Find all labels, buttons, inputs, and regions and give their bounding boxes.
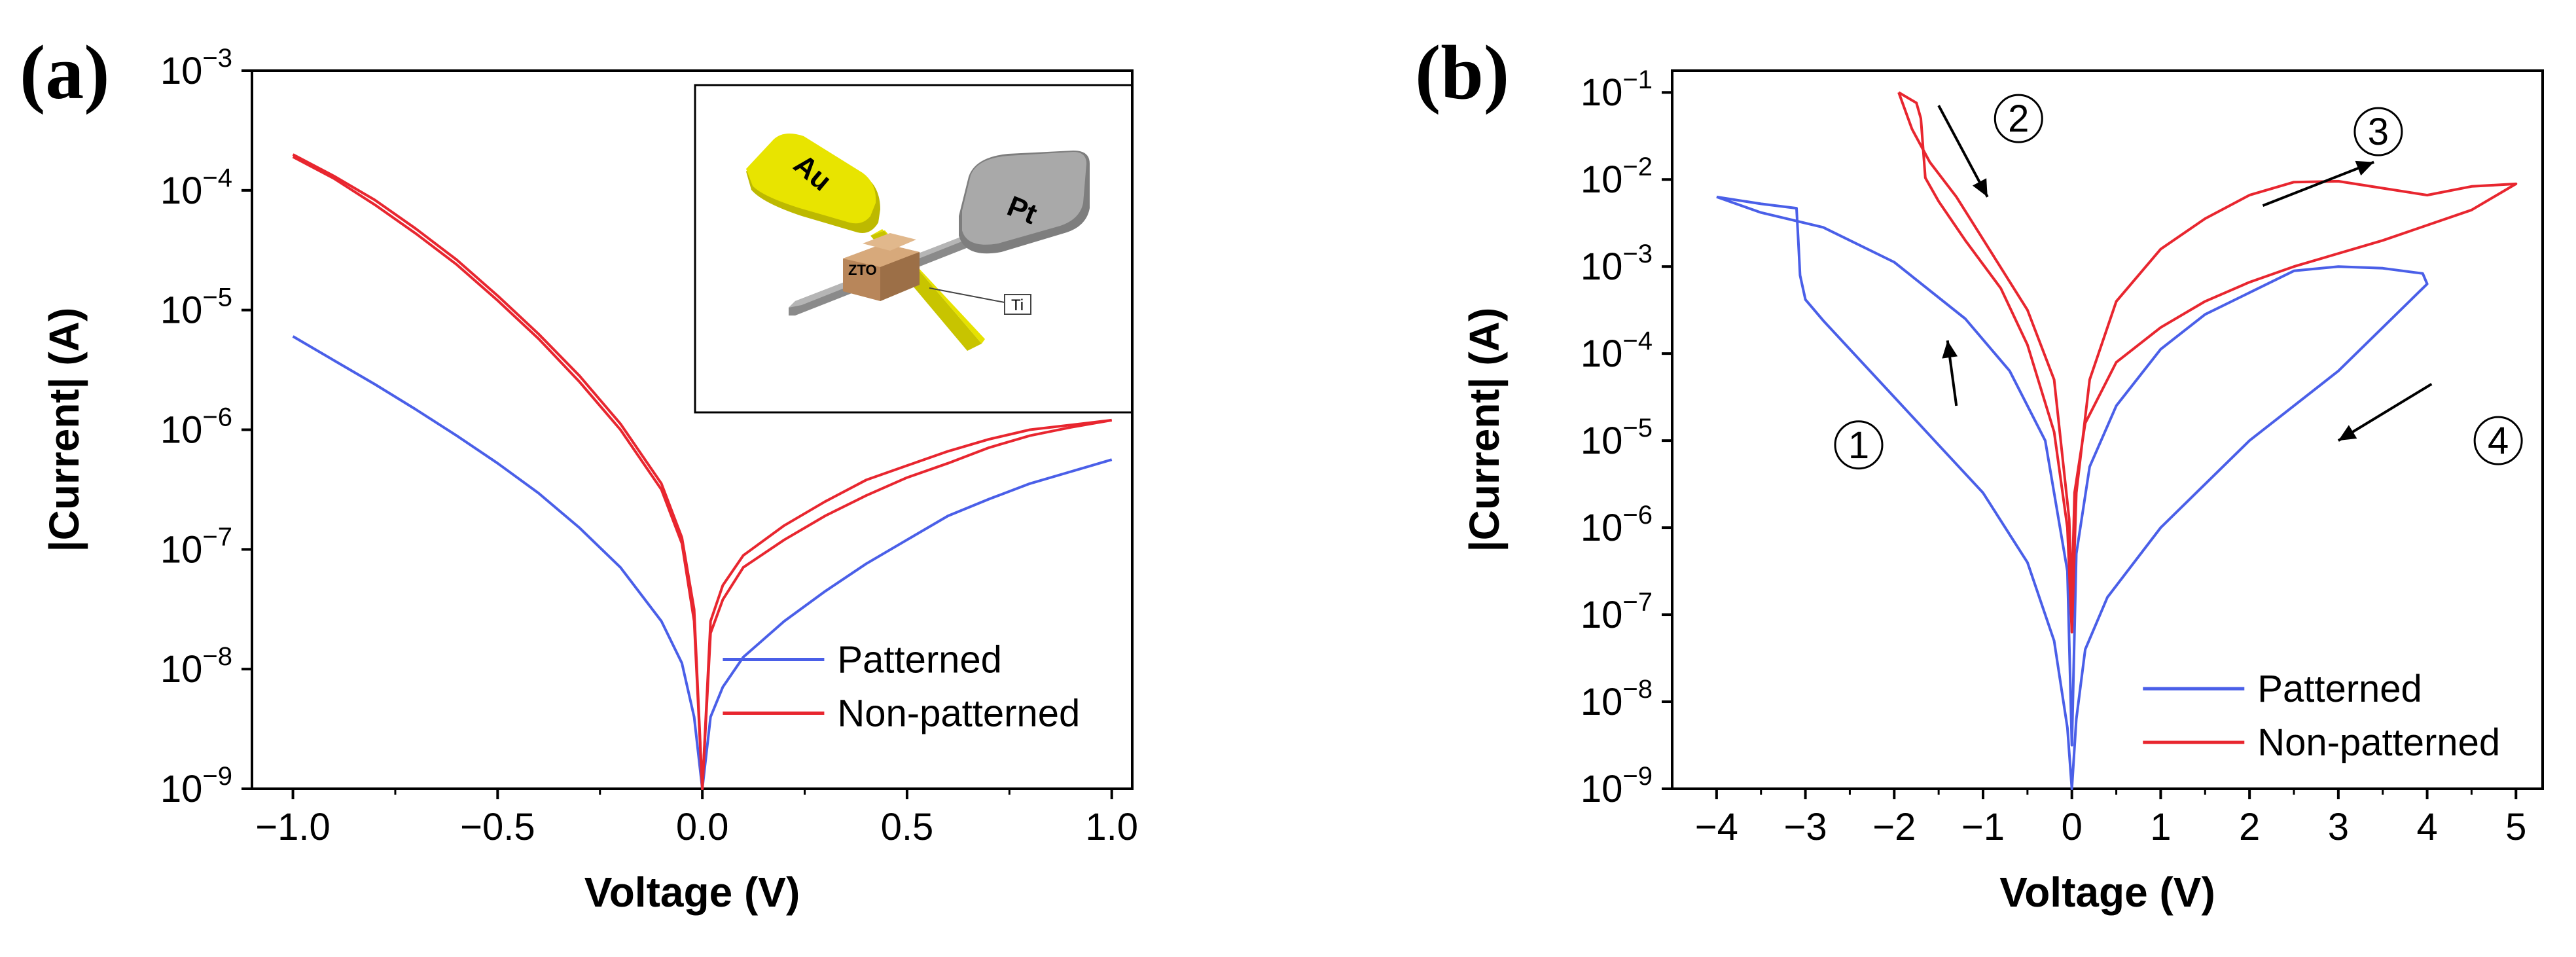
step-arrowhead	[1972, 178, 1988, 197]
legend-label: Non-patterned	[2257, 721, 2500, 764]
step-arrowhead	[2355, 160, 2374, 176]
y-tick-label: 10−9	[1581, 762, 1653, 810]
y-tick-label: 10−1	[1581, 65, 1653, 114]
pt-pad: Pt	[959, 151, 1090, 254]
y-tick-label: 10−9	[160, 762, 232, 810]
chart-panel-b: (b) −4 −3 −2 −1 0 1 2 3 4 5 10−9 10−8 10−7 10−6 10−5 10…	[1415, 29, 2544, 916]
x-tick-label: 0	[2062, 806, 2083, 848]
panel-label-a: (a)	[20, 29, 110, 115]
step-circle	[2353, 107, 2403, 156]
device-schematic-inset: Pt Au ZTO Ti	[694, 84, 1134, 414]
x-tick-label: 2	[2239, 806, 2260, 848]
x-tick-label: 4	[2416, 806, 2437, 848]
legend-label: Patterned	[2257, 668, 2422, 710]
y-tick-label: 10−7	[1581, 588, 1653, 636]
y-tick-label: 10−8	[160, 642, 232, 691]
y-tick-label: 10−6	[1581, 501, 1653, 549]
ti-leader-line	[929, 287, 1005, 303]
step-number: 4	[2488, 420, 2509, 462]
y-axis-title: |Current| (A)	[41, 308, 88, 552]
step-arrow	[1937, 105, 1989, 198]
axes-panel-a: −1.0 −0.5 0.0 0.5 1.0 10−9 10−8 10−7 10−6 10−5 10−…	[41, 44, 1138, 916]
zto-label: ZTO	[848, 262, 877, 278]
x-tick-label: 0.5	[881, 806, 934, 848]
legend-panel-a: Patterned Non-patterned	[723, 639, 1080, 735]
x-axis-title: Voltage (V)	[1999, 869, 2215, 916]
y-tick-label: 10−5	[160, 283, 232, 332]
step-arrow	[2337, 382, 2433, 442]
series-line-non-patterned	[292, 155, 1113, 790]
legend-label: Non-patterned	[837, 693, 1080, 735]
x-tick-label: −1.0	[255, 806, 331, 848]
y-tick-label: 10−4	[1581, 327, 1653, 375]
step-number: 3	[2368, 111, 2389, 153]
zto-block: ZTO	[843, 233, 920, 301]
x-tick-label: 3	[2328, 806, 2349, 848]
step-number: 1	[1848, 424, 1869, 467]
x-tick-label: 0.0	[676, 806, 729, 848]
x-tick-label: −2	[1872, 806, 1916, 848]
axes-panel-b: −4 −3 −2 −1 0 1 2 3 4 5 10−9 10−8 10−7 10−6 10−5 10−4 10…	[1461, 65, 2544, 916]
x-tick-label: −4	[1695, 806, 1738, 848]
y-tick-label: 10−8	[1581, 675, 1653, 723]
legend-label: Patterned	[837, 639, 1002, 681]
panel-label-b: (b)	[1415, 29, 1509, 115]
step-circle	[2473, 416, 2523, 465]
annotations-panel-b: 1 2 3 4	[1834, 94, 2523, 470]
x-tick-label: 1.0	[1085, 806, 1138, 848]
y-tick-label: 10−2	[1581, 153, 1653, 201]
y-tick-label: 10−3	[1581, 240, 1653, 288]
chart-panel-a: (a) Pt Au	[20, 29, 1138, 916]
x-tick-label: −0.5	[460, 806, 535, 848]
y-tick-label: 10−5	[1581, 414, 1653, 462]
y-tick-label: 10−6	[160, 403, 232, 452]
step-arrowhead	[2338, 425, 2357, 441]
x-tick-label: −3	[1784, 806, 1827, 848]
x-tick-label: −1	[1961, 806, 2005, 848]
x-axis-title: Voltage (V)	[584, 869, 800, 916]
plot-frame	[1671, 69, 2544, 790]
step-circle	[1994, 94, 2043, 143]
curves-panel-b	[1716, 91, 2518, 790]
step-circle	[1834, 420, 1884, 470]
y-tick-label: 10−4	[160, 164, 232, 212]
series-line-non-patterned	[1897, 91, 2518, 634]
curves-panel-a	[292, 153, 1113, 790]
y-tick-label: 10−3	[160, 44, 232, 92]
series-line-patterned	[1716, 195, 2429, 790]
step-number: 2	[2008, 98, 2029, 140]
inset-frame	[694, 84, 1134, 414]
ti-label: Ti	[1011, 297, 1024, 314]
step-arrow	[2262, 160, 2374, 207]
ti-label-box	[1004, 294, 1031, 315]
y-tick-label: 10−7	[160, 522, 232, 571]
x-tick-label: 5	[2505, 806, 2526, 848]
y-axis-title: |Current| (A)	[1461, 308, 1509, 552]
step-arrowhead	[1942, 340, 1958, 359]
x-tick-label: 1	[2150, 806, 2171, 848]
legend-panel-b: Patterned Non-patterned	[2143, 668, 2500, 764]
